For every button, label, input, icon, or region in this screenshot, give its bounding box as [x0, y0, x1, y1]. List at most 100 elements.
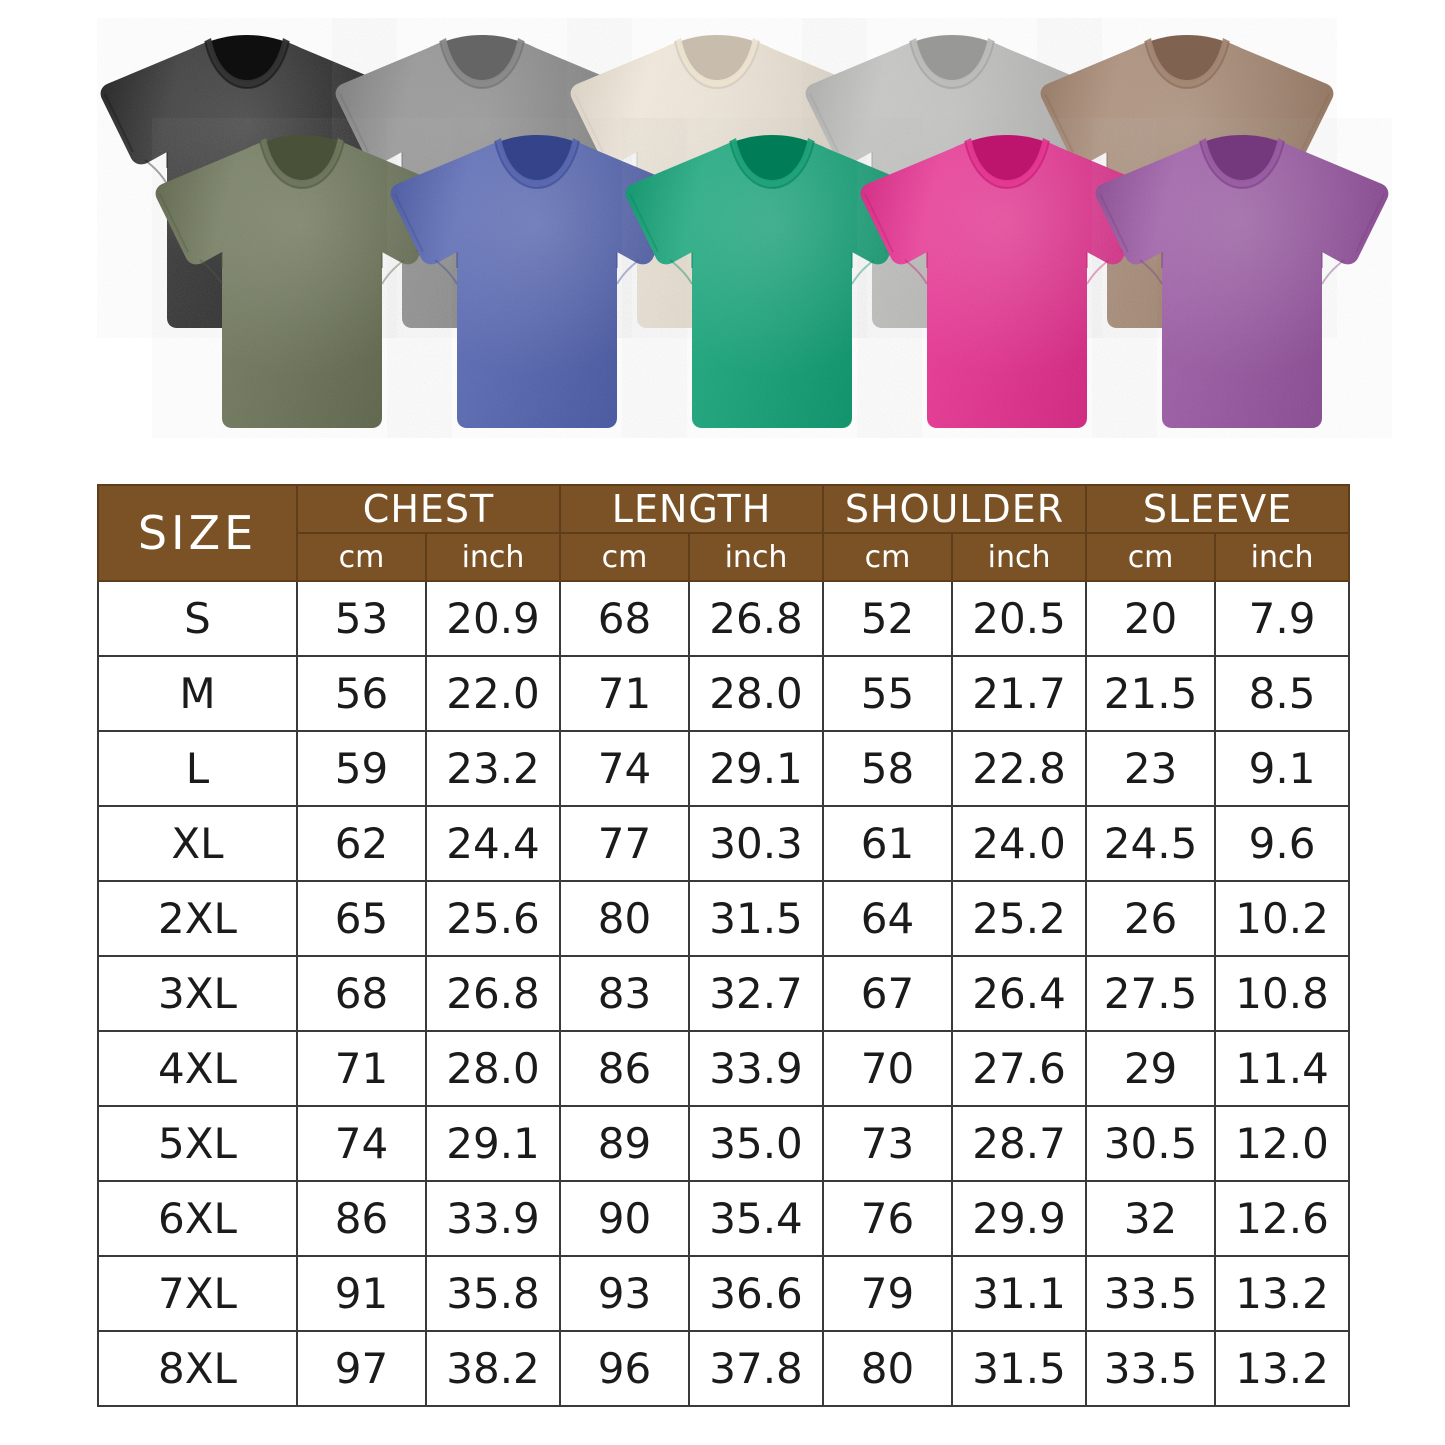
- table-row: 5XL 74 29.1 89 35.0 73 28.7 30.5 12.0: [97, 1105, 1351, 1182]
- cell-sleeve-in: 10.8: [1214, 955, 1351, 1032]
- cell-length-cm: 83: [559, 955, 691, 1032]
- cell-length-cm: 89: [559, 1105, 691, 1182]
- cell-chest-in: 28.0: [424, 1030, 562, 1107]
- cell-chest-in: 26.8: [424, 955, 562, 1032]
- cell-length-cm: 71: [559, 655, 691, 732]
- cell-chest-cm: 71: [296, 1030, 427, 1107]
- cell-size: 7XL: [97, 1255, 298, 1332]
- cell-sleeve-cm: 29: [1085, 1030, 1217, 1107]
- cell-shoulder-in: 25.2: [951, 880, 1088, 957]
- header-chest-cm: cm: [296, 532, 427, 582]
- cell-size: S: [97, 580, 298, 657]
- cell-length-in: 36.6: [688, 1255, 825, 1332]
- cell-shoulder-cm: 61: [822, 805, 954, 882]
- size-chart: SIZE CHEST LENGTH SHOULDER SLEEVE cm inc…: [97, 484, 1351, 1407]
- cell-sleeve-cm: 21.5: [1085, 655, 1217, 732]
- header-length: LENGTH: [559, 484, 825, 534]
- table-row: 6XL 86 33.9 90 35.4 76 29.9 32 12.6: [97, 1180, 1351, 1257]
- cell-shoulder-in: 21.7: [951, 655, 1088, 732]
- cell-chest-cm: 86: [296, 1180, 427, 1257]
- cell-sleeve-cm: 33.5: [1085, 1330, 1217, 1407]
- header-shoulder: SHOULDER: [822, 484, 1088, 534]
- cell-chest-cm: 59: [296, 730, 427, 807]
- cell-size: 6XL: [97, 1180, 298, 1257]
- cell-length-in: 31.5: [688, 880, 825, 957]
- cell-chest-in: 22.0: [424, 655, 562, 732]
- cell-length-cm: 80: [559, 880, 691, 957]
- cell-sleeve-cm: 20: [1085, 580, 1217, 657]
- cell-size: 4XL: [97, 1030, 298, 1107]
- cell-shoulder-in: 24.0: [951, 805, 1088, 882]
- cell-length-cm: 86: [559, 1030, 691, 1107]
- header-size: SIZE: [97, 484, 298, 582]
- table-row: 4XL 71 28.0 86 33.9 70 27.6 29 11.4: [97, 1030, 1351, 1107]
- cell-sleeve-in: 9.1: [1214, 730, 1351, 807]
- cell-chest-cm: 53: [296, 580, 427, 657]
- cell-chest-in: 20.9: [424, 580, 562, 657]
- table-body: S 53 20.9 68 26.8 52 20.5 20 7.9 M 56 22.0 71 28.0 55 2…: [97, 580, 1351, 1407]
- cell-sleeve-cm: 32: [1085, 1180, 1217, 1257]
- cell-length-in: 32.7: [688, 955, 825, 1032]
- header-shoulder-inch: inch: [951, 532, 1088, 582]
- tshirt-purple: [1092, 118, 1392, 438]
- table-row: 8XL 97 38.2 96 37.8 80 31.5 33.5 13.2: [97, 1330, 1351, 1407]
- header-row-units: cm inch cm inch cm inch cm inch: [98, 532, 1351, 582]
- cell-length-in: 28.0: [688, 655, 825, 732]
- cell-chest-cm: 65: [296, 880, 427, 957]
- table-row: XL 62 24.4 77 30.3 61 24.0 24.5 9.6: [97, 805, 1351, 882]
- cell-chest-in: 33.9: [424, 1180, 562, 1257]
- cell-chest-cm: 56: [296, 655, 427, 732]
- cell-sleeve-in: 9.6: [1214, 805, 1351, 882]
- cell-chest-cm: 62: [296, 805, 427, 882]
- table-row: M 56 22.0 71 28.0 55 21.7 21.5 8.5: [97, 655, 1351, 732]
- cell-sleeve-in: 13.2: [1214, 1330, 1351, 1407]
- table-row: 2XL 65 25.6 80 31.5 64 25.2 26 10.2: [97, 880, 1351, 957]
- cell-sleeve-cm: 23: [1085, 730, 1217, 807]
- cell-size: 2XL: [97, 880, 298, 957]
- table-row: S 53 20.9 68 26.8 52 20.5 20 7.9: [97, 580, 1351, 657]
- tshirt-green: [622, 118, 922, 438]
- cell-size: L: [97, 730, 298, 807]
- cell-chest-cm: 68: [296, 955, 427, 1032]
- cell-shoulder-in: 27.6: [951, 1030, 1088, 1107]
- cell-shoulder-cm: 76: [822, 1180, 954, 1257]
- cell-chest-in: 38.2: [424, 1330, 562, 1407]
- table-row: 3XL 68 26.8 83 32.7 67 26.4 27.5 10.8: [97, 955, 1351, 1032]
- header-sleeve: SLEEVE: [1085, 484, 1351, 534]
- cell-sleeve-in: 12.0: [1214, 1105, 1351, 1182]
- cell-length-in: 37.8: [688, 1330, 825, 1407]
- cell-chest-in: 23.2: [424, 730, 562, 807]
- cell-chest-cm: 97: [296, 1330, 427, 1407]
- cell-shoulder-cm: 64: [822, 880, 954, 957]
- tshirt-olive: [152, 118, 452, 438]
- cell-size: 5XL: [97, 1105, 298, 1182]
- cell-sleeve-in: 7.9: [1214, 580, 1351, 657]
- cell-shoulder-cm: 58: [822, 730, 954, 807]
- cell-length-cm: 68: [559, 580, 691, 657]
- cell-shoulder-cm: 55: [822, 655, 954, 732]
- tshirt-pink: [857, 118, 1157, 438]
- cell-shoulder-in: 20.5: [951, 580, 1088, 657]
- cell-shoulder-in: 22.8: [951, 730, 1088, 807]
- tshirt-blue: [387, 118, 687, 438]
- cell-shoulder-cm: 79: [822, 1255, 954, 1332]
- cell-sleeve-cm: 33.5: [1085, 1255, 1217, 1332]
- cell-size: 3XL: [97, 955, 298, 1032]
- cell-sleeve-cm: 30.5: [1085, 1105, 1217, 1182]
- cell-sleeve-cm: 24.5: [1085, 805, 1217, 882]
- cell-length-in: 29.1: [688, 730, 825, 807]
- cell-length-in: 26.8: [688, 580, 825, 657]
- cell-sleeve-in: 10.2: [1214, 880, 1351, 957]
- cell-length-cm: 96: [559, 1330, 691, 1407]
- header-length-cm: cm: [559, 532, 691, 582]
- cell-length-cm: 74: [559, 730, 691, 807]
- cell-sleeve-cm: 27.5: [1085, 955, 1217, 1032]
- cell-length-in: 35.0: [688, 1105, 825, 1182]
- cell-length-in: 35.4: [688, 1180, 825, 1257]
- cell-shoulder-in: 29.9: [951, 1180, 1088, 1257]
- cell-length-in: 30.3: [688, 805, 825, 882]
- header-chest: CHEST: [295, 484, 562, 534]
- cell-shoulder-in: 31.1: [951, 1255, 1088, 1332]
- table-row: 7XL 91 35.8 93 36.6 79 31.1 33.5 13.2: [97, 1255, 1351, 1332]
- cell-shoulder-cm: 80: [822, 1330, 954, 1407]
